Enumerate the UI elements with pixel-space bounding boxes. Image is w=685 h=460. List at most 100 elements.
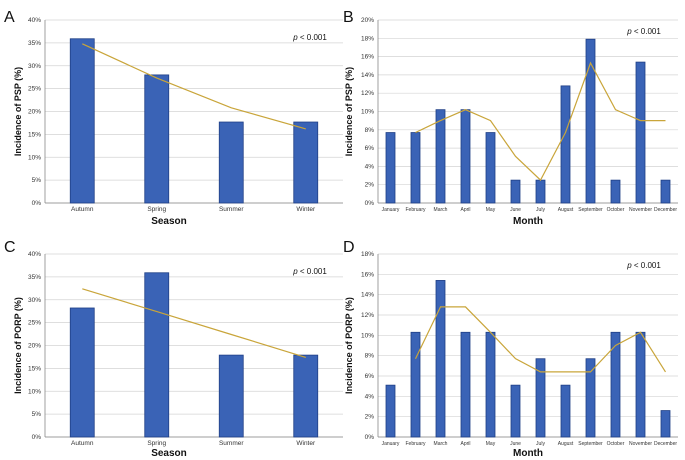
x-tick-label: March (434, 441, 448, 447)
chart-panel-d: D 0% 2% 4% 6% 8% 10% 12% 14% 16% 18% January Februar… (343, 239, 678, 459)
y-tick-label: 20% (28, 343, 41, 350)
y-axis-title: Incidence of PORP (%) (13, 297, 23, 394)
bar-april (460, 109, 471, 204)
x-tick-label: January (382, 441, 400, 447)
x-tick-label: July (536, 207, 545, 213)
x-tick-label: April (460, 441, 470, 447)
bar-autumn (69, 307, 95, 438)
y-tick-label: 10% (28, 388, 41, 395)
panel-label-d: D (343, 239, 355, 256)
y-tick-label: 12% (361, 90, 374, 97)
x-tick-label: August (558, 441, 574, 447)
y-tick-label: 0% (32, 434, 42, 441)
y-tick-label: 0% (365, 200, 375, 207)
bar-august (560, 384, 571, 438)
y-tick-label: 10% (361, 109, 374, 116)
y-tick-label: 2% (365, 182, 375, 189)
trendline (82, 43, 306, 130)
x-tick-label: Summer (219, 440, 244, 447)
y-tick-label: 6% (365, 373, 375, 380)
y-tick-label: 40% (28, 17, 41, 24)
y-tick-label: 5% (32, 177, 42, 184)
x-axis-title: Month (513, 448, 543, 459)
x-tick-label: February (405, 441, 426, 447)
y-axis-title: Incidence of PSP (%) (13, 67, 23, 156)
x-tick-label: April (460, 207, 470, 213)
x-tick-label: Winter (296, 206, 316, 213)
x-axis-title: Season (151, 216, 187, 227)
y-tick-label: 18% (361, 251, 374, 258)
x-tick-label: October (607, 207, 625, 213)
bar-february (410, 132, 421, 204)
panel-label-b: B (343, 9, 354, 26)
y-tick-label: 25% (28, 86, 41, 93)
bar-june (510, 179, 521, 204)
y-tick-label: 16% (361, 54, 374, 61)
y-tick-label: 20% (28, 109, 41, 116)
x-tick-label: September (578, 441, 603, 447)
panel-label-a: A (4, 9, 15, 26)
bar-june (510, 384, 521, 438)
x-axis-title: Season (151, 448, 187, 459)
x-tick-label: December (654, 207, 677, 213)
x-tick-label: Spring (147, 206, 166, 213)
x-tick-label: August (558, 207, 574, 213)
bar-december (660, 410, 671, 438)
bar-march (435, 109, 446, 204)
x-tick-label: June (510, 441, 521, 447)
y-tick-label: 0% (365, 434, 375, 441)
bar-august (560, 85, 571, 204)
chart-panel-c: C 0% 5% 10% 15% 20% 25% 30% 35% 40% Autumn Spring Su… (4, 239, 343, 459)
bar-spring (144, 74, 170, 204)
p-value-annotation: p < 0.001 (292, 33, 327, 42)
bar-september (585, 358, 596, 438)
x-tick-label: February (405, 207, 426, 213)
bar-january (385, 384, 396, 438)
y-tick-label: 30% (28, 63, 41, 70)
y-tick-label: 35% (28, 274, 41, 281)
p-value-annotation: p < 0.001 (626, 27, 661, 36)
bar-january (385, 132, 396, 204)
bar-winter (293, 121, 319, 204)
x-tick-label: Winter (296, 440, 316, 447)
p-value-annotation: p < 0.001 (626, 261, 661, 270)
x-tick-label: Autumn (71, 206, 94, 213)
bar-spring (144, 272, 170, 438)
y-tick-label: 40% (28, 251, 41, 258)
chart-panel-a: A 0% 5% 10% 15% 20% 25% 30% 35% 40% Autumn Spring Su… (4, 9, 343, 227)
y-axis-title: Incidence of PORP (%) (344, 297, 354, 394)
bar-summer (218, 121, 244, 204)
x-tick-label: July (536, 441, 545, 447)
x-tick-label: May (486, 207, 496, 213)
y-tick-label: 8% (365, 353, 375, 360)
y-tick-label: 0% (32, 200, 42, 207)
bar-february (410, 331, 421, 438)
panel-label-c: C (4, 239, 16, 256)
trendline (82, 288, 306, 358)
bar-winter (293, 354, 319, 438)
y-tick-label: 25% (28, 320, 41, 327)
x-tick-label: June (510, 207, 521, 213)
bar-november (635, 61, 646, 204)
bar-summer (218, 354, 244, 438)
y-tick-label: 10% (361, 332, 374, 339)
y-tick-label: 2% (365, 414, 375, 421)
y-tick-label: 6% (365, 145, 375, 152)
x-tick-label: March (434, 207, 448, 213)
x-tick-label: May (486, 441, 496, 447)
x-axis-title: Month (513, 216, 543, 227)
bar-november (635, 331, 646, 438)
bar-april (460, 331, 471, 438)
y-tick-label: 8% (365, 127, 375, 134)
y-tick-label: 35% (28, 40, 41, 47)
y-tick-label: 14% (361, 292, 374, 299)
x-tick-label: November (629, 441, 652, 447)
y-tick-label: 5% (32, 411, 42, 418)
x-tick-label: Spring (147, 440, 166, 447)
x-tick-label: January (382, 207, 400, 213)
x-tick-label: Autumn (71, 440, 94, 447)
y-tick-label: 15% (28, 365, 41, 372)
bar-march (435, 280, 446, 438)
bar-july (535, 179, 546, 204)
bar-july (535, 358, 546, 438)
